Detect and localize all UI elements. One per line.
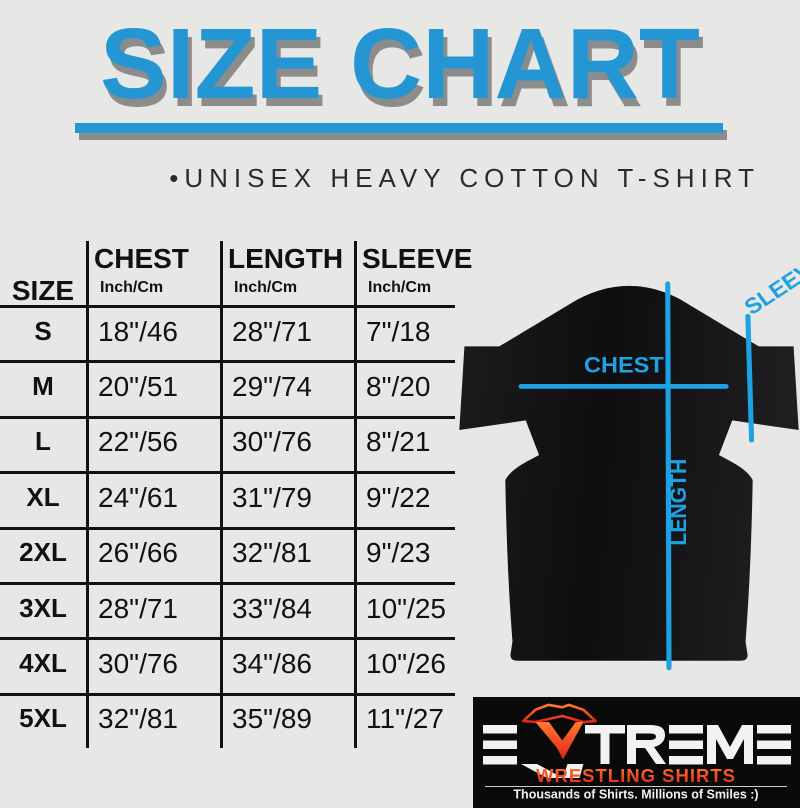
svg-text:LENGTH: LENGTH (666, 459, 692, 546)
svg-text:CHEST: CHEST (584, 352, 664, 377)
svg-text:SLEEVE: SLEEVE (739, 257, 800, 320)
svg-text:WRESTLING SHIRTS: WRESTLING SHIRTS (536, 765, 736, 786)
svg-text:Thousands of Shirts. Millions: Thousands of Shirts. Millions of Smiles … (513, 788, 758, 802)
